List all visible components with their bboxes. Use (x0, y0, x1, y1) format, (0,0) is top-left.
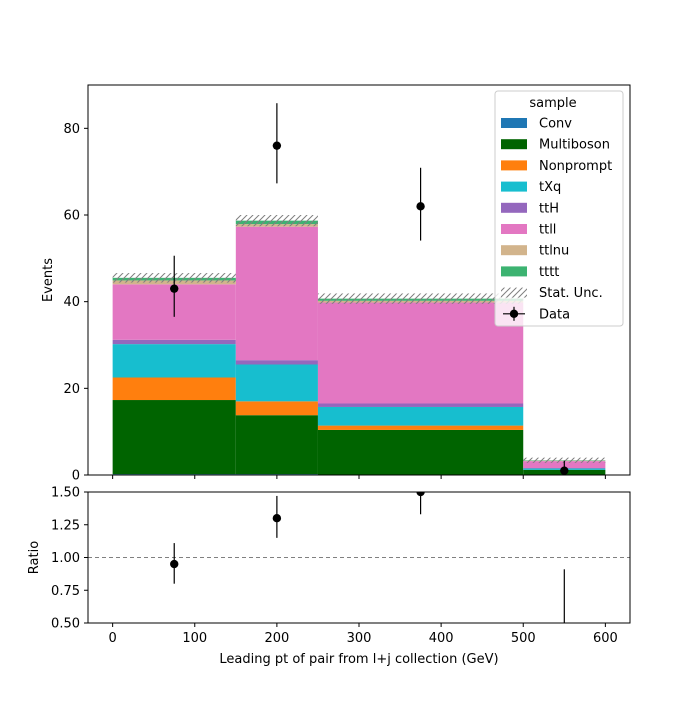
ratio-x-tick-label-2: 200 (264, 631, 289, 646)
ratio-y-tick-label-1: 0.75 (51, 584, 80, 599)
bar-ttll-bin-2 (318, 303, 523, 404)
legend-label-stat-unc: Stat. Unc. (539, 286, 603, 301)
stat-unc-band-bin-2 (318, 293, 523, 303)
ratio-point-1 (273, 514, 281, 522)
data-point-2 (416, 202, 424, 210)
legend-label-tttt: tttt (539, 265, 559, 280)
ratio-y-axis-label: Ratio (27, 541, 42, 574)
legend-swatch-tth (501, 203, 527, 213)
bar-multiboson-bin-2 (318, 430, 523, 475)
main-y-tick-label-2: 40 (63, 295, 80, 310)
data-point-3 (560, 466, 568, 474)
bar-txq-bin-2 (318, 407, 523, 426)
legend-label-ttlnu: ttlnu (539, 244, 569, 259)
legend-label-nonprompt: Nonprompt (539, 159, 612, 174)
legend-swatch-multiboson (501, 139, 527, 149)
bar-tth-bin-0 (113, 340, 236, 344)
ratio-y-tick-label-4: 1.50 (51, 486, 80, 501)
stat-unc-band-bin-1 (236, 215, 318, 226)
bar-ttll-bin-1 (236, 227, 318, 360)
main-y-tick-label-4: 80 (63, 122, 80, 137)
ratio-point-3 (560, 645, 568, 653)
ratio-x-tick-label-6: 600 (593, 631, 618, 646)
data-point-1 (273, 141, 281, 149)
ratio-point-0 (170, 560, 178, 568)
bar-tth-bin-2 (318, 404, 523, 407)
bar-nonprompt-bin-1 (236, 401, 318, 415)
ratio-x-tick-label-0: 0 (108, 631, 116, 646)
bar-txq-bin-1 (236, 365, 318, 402)
ratio-x-tick-label-5: 500 (511, 631, 536, 646)
legend-swatch-nonprompt (501, 160, 527, 170)
legend-label-conv: Conv (539, 117, 572, 132)
bar-multiboson-bin-0 (113, 400, 236, 474)
ratio-y-tick-label-3: 1.25 (51, 518, 80, 533)
legend-label-tth: ttH (539, 201, 559, 216)
legend-label-multiboson: Multiboson (539, 138, 610, 153)
main-panel: 0 20 40 60 80 Events sample Conv Multiboson Nonpr… (41, 85, 630, 484)
main-y-tick-label-3: 60 (63, 209, 80, 224)
ratio-axes-frame (88, 492, 630, 623)
ratio-x-tick-label-1: 100 (182, 631, 207, 646)
legend-label-txq: tXq (539, 180, 561, 195)
legend-swatch-stat-unc (501, 288, 527, 298)
legend: sample Conv Multiboson Nonprompt tXq ttH ttll t… (495, 91, 623, 326)
bar-nonprompt-bin-0 (113, 378, 236, 401)
legend-label-data: Data (539, 307, 570, 322)
legend-swatch-conv (501, 118, 527, 128)
ratio-x-tick-label-4: 400 (429, 631, 454, 646)
legend-swatch-ttll (501, 224, 527, 234)
x-axis-label: Leading pt of pair from l+j collection (… (219, 652, 498, 667)
main-y-axis-label: Events (41, 258, 56, 302)
legend-data-marker (510, 310, 518, 318)
bar-tth-bin-1 (236, 360, 318, 364)
ratio-y-tick-label-2: 1.00 (51, 551, 80, 566)
legend-swatch-txq (501, 182, 527, 192)
ratio-y-tick-label-0: 0.50 (51, 617, 80, 632)
data-point-0 (170, 284, 178, 292)
legend-title: sample (529, 96, 576, 111)
legend-swatch-ttlnu (501, 245, 527, 255)
legend-label-ttll: ttll (539, 223, 556, 238)
bar-multiboson-bin-1 (236, 415, 318, 474)
legend-swatch-tttt (501, 266, 527, 276)
main-y-tick-label-1: 20 (63, 382, 80, 397)
bar-txq-bin-0 (113, 344, 236, 377)
bar-nonprompt-bin-2 (318, 426, 523, 430)
ratio-panel: 0 100 200 300 400 500 600 0.50 0.75 1.00 1.25 1.50 R… (27, 467, 630, 688)
ratio-x-tick-label-3: 300 (347, 631, 372, 646)
main-y-tick-label-0: 0 (72, 469, 80, 484)
